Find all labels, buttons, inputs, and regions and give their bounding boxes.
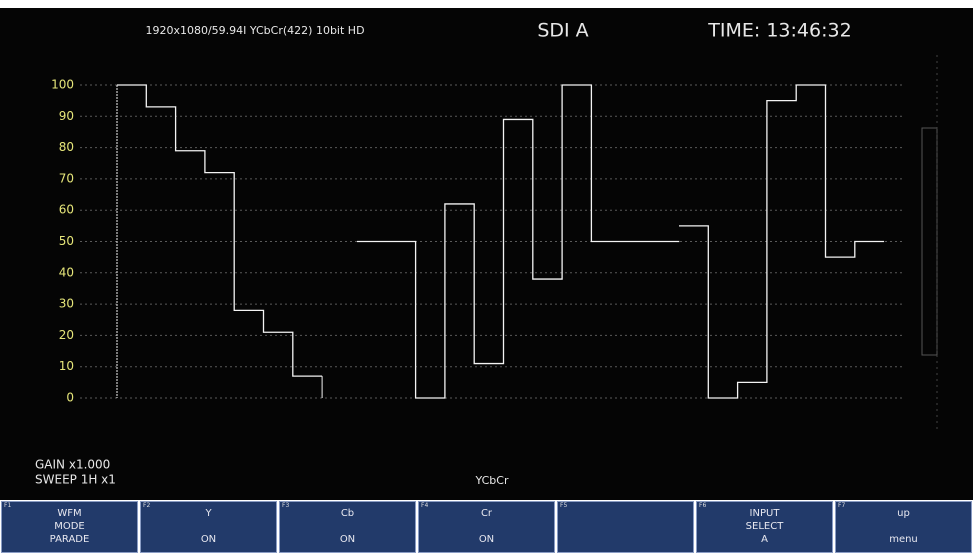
function-key[interactable]: F1 WFM MODE PARADE [1, 501, 138, 553]
key-id: F4 [421, 502, 429, 509]
format-label: 1920x1080/59.94I YCbCr(422) 10bit HD [145, 24, 364, 37]
trace [679, 84, 885, 399]
function-key[interactable]: F5 [557, 501, 694, 553]
key-label: up menu [836, 502, 971, 546]
key-label [558, 502, 693, 507]
y-tick-label: 80 [59, 140, 74, 154]
y-tick-label: 90 [59, 109, 74, 123]
key-text: Y [205, 508, 212, 519]
key-text: INPUT [749, 508, 780, 519]
key-label: WFM MODE PARADE [2, 502, 137, 546]
mode-label: YCbCr [475, 474, 509, 487]
key-text: A [761, 534, 768, 545]
key-id: F5 [560, 502, 568, 509]
y-tick-label: 40 [59, 265, 74, 279]
y-tick-label: 30 [59, 297, 74, 311]
key-label: INPUT SELECT A [697, 502, 832, 546]
function-key[interactable]: F7 up menu [835, 501, 972, 553]
key-text: SELECT [745, 521, 784, 532]
display-background [0, 8, 973, 500]
key-id: F7 [838, 502, 846, 509]
y-tick-label: 100 [51, 78, 74, 92]
key-text: Cr [480, 508, 493, 519]
key-text: WFM [57, 508, 82, 519]
key-text: menu [889, 534, 918, 545]
time-label: TIME: 13:46:32 [707, 20, 851, 42]
key-label: Cr ON [419, 502, 554, 546]
key-text: Cb [340, 508, 355, 519]
key-text: up [897, 508, 910, 519]
trace [357, 84, 680, 399]
y-tick-label: 20 [59, 328, 74, 342]
key-id: F6 [699, 502, 707, 509]
key-text: ON [200, 534, 217, 545]
key-id: F3 [282, 502, 290, 509]
y-tick-label: 70 [59, 171, 74, 185]
sweep-label: SWEEP 1H x1 [35, 473, 116, 487]
input-label: SDI A [537, 20, 588, 42]
key-text: ON [339, 534, 356, 545]
key-text: ON [478, 534, 495, 545]
y-tick-label: 60 [59, 203, 74, 217]
function-key[interactable]: F3 Cb ON [279, 501, 416, 553]
function-key[interactable]: F2 Y ON [140, 501, 277, 553]
function-key[interactable]: F6 INPUT SELECT A [696, 501, 833, 553]
key-text: MODE [54, 521, 85, 532]
key-id: F1 [4, 502, 12, 509]
function-key[interactable]: F4 Cr ON [418, 501, 555, 553]
y-tick-label: 50 [59, 234, 74, 248]
key-id: F2 [143, 502, 151, 509]
trace [117, 84, 323, 377]
y-tick-label: 0 [66, 391, 74, 405]
key-label: Cb ON [280, 502, 415, 546]
y-tick-label: 10 [59, 359, 74, 373]
key-text: PARADE [49, 534, 90, 545]
waveform-display: 1920x1080/59.94I YCbCr(422) 10bit HD SDI… [0, 8, 973, 500]
gain-label: GAIN x1.000 [35, 458, 110, 472]
key-label: Y ON [141, 502, 276, 546]
